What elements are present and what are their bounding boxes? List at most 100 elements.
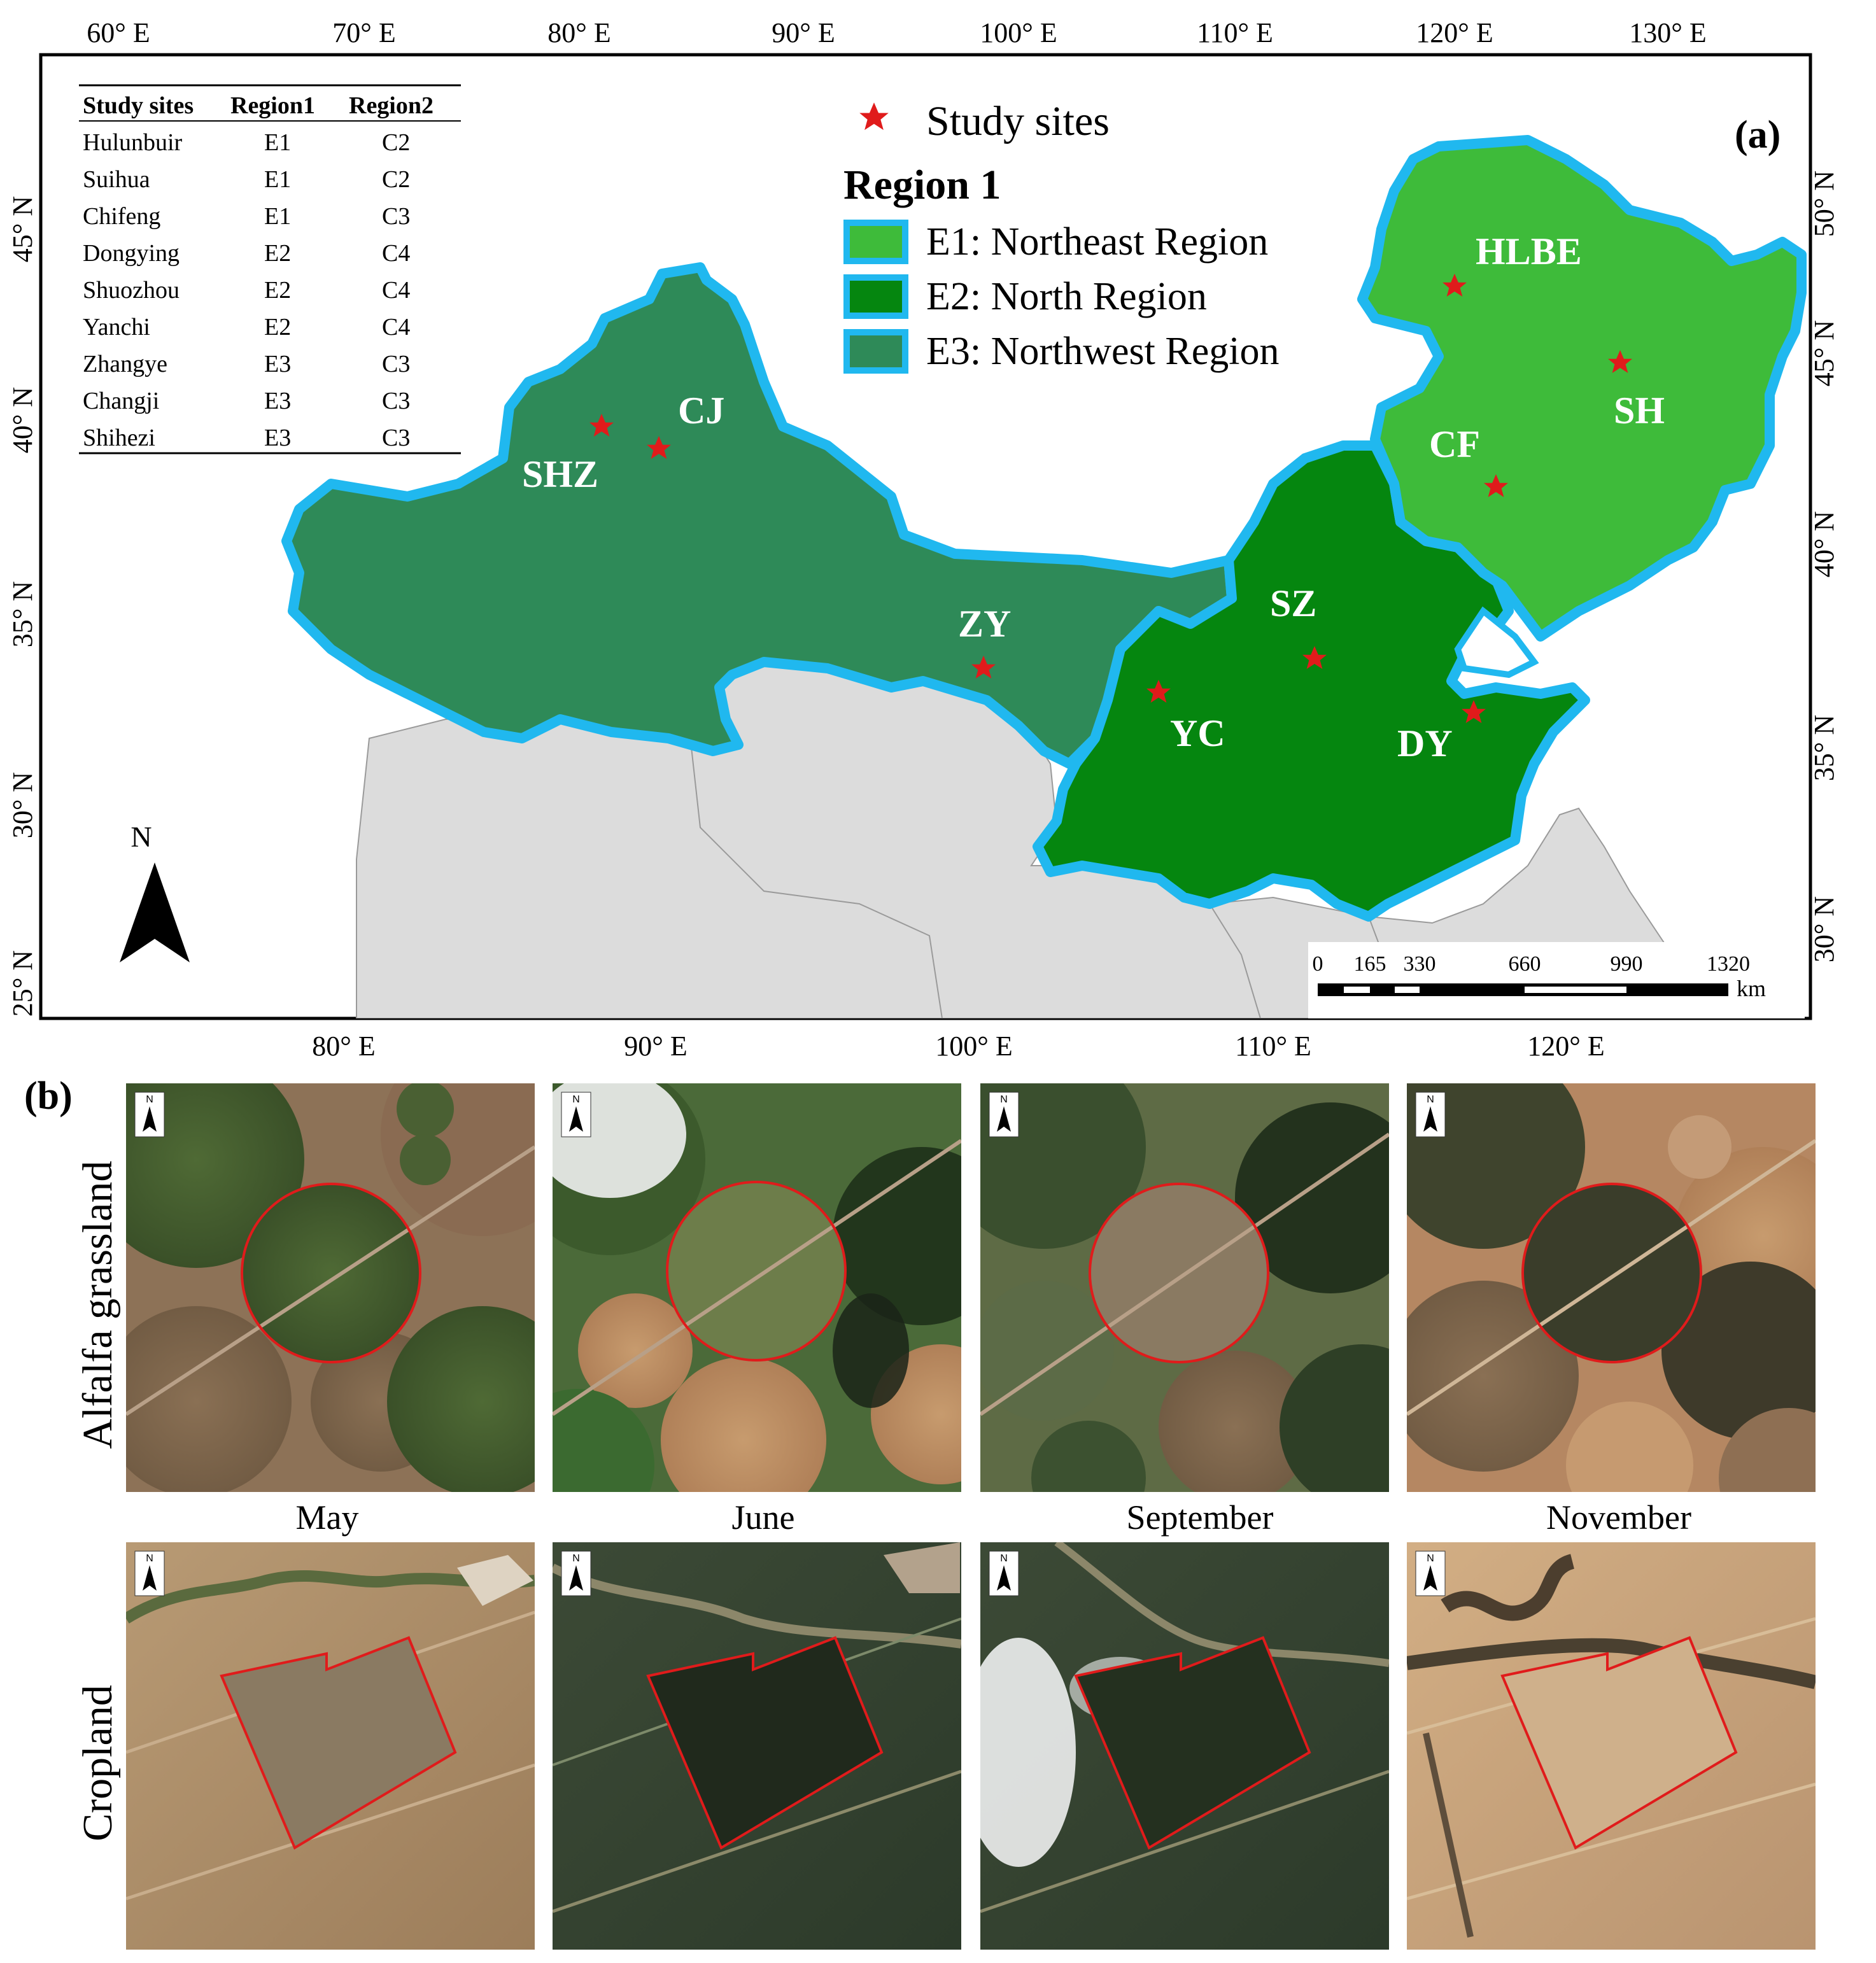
- north-arrow-icon: [1423, 1106, 1437, 1132]
- right-latitude-labels: 50° N 45° N 40° N 35° N 30° N: [1809, 171, 1840, 962]
- north-badge: N: [989, 1092, 1019, 1137]
- panel-a: HLBE SH CF CJ SHZ ZY SZ YC DY Study site…: [7, 17, 1840, 1062]
- table-cell: E1: [264, 203, 291, 230]
- table-cell: Hulunbuir: [83, 129, 183, 156]
- north-badge-label: N: [146, 1094, 153, 1105]
- latitude-label: 40° N: [1809, 511, 1840, 577]
- table-cell: E1: [264, 166, 291, 193]
- table-cell: C3: [382, 351, 410, 377]
- north-badge-label: N: [1000, 1553, 1008, 1564]
- legend-star-icon: [859, 102, 889, 130]
- north-arrow-icon: [569, 1106, 583, 1132]
- star-yc: [1146, 680, 1171, 703]
- site-label-yc: YC: [1170, 712, 1225, 754]
- scale-tick: 990: [1611, 952, 1643, 976]
- longitude-label: 80° E: [547, 17, 610, 48]
- table-cell: E3: [264, 351, 291, 377]
- latitude-label: 45° N: [1809, 320, 1840, 386]
- table-cell: E3: [264, 425, 291, 451]
- tile-north-badges: N N N N N: [134, 1092, 1446, 1596]
- latitude-label: 40° N: [7, 387, 38, 453]
- legend-study-sites: Study sites: [926, 98, 1110, 144]
- north-arrow-icon: [143, 1565, 157, 1591]
- longitude-label: 80° E: [312, 1031, 375, 1062]
- latitude-label: 50° N: [1809, 171, 1840, 237]
- site-label-cj: CJ: [678, 390, 724, 432]
- table-cell: Chifeng: [83, 203, 160, 230]
- row-label-alfalfa: Alfalfa grassland: [74, 1161, 121, 1449]
- north-badge: N: [134, 1551, 165, 1596]
- alfalfa-november-image: [1407, 1083, 1816, 1492]
- table-cell: E2: [264, 240, 291, 267]
- map-body: HLBE SH CF CJ SHZ ZY SZ YC DY Study site…: [79, 84, 1807, 1018]
- longitude-label: 110° E: [1197, 17, 1273, 48]
- site-stars: [589, 274, 1632, 723]
- scale-tick: 0: [1313, 952, 1323, 976]
- longitude-label: 70° E: [332, 17, 395, 48]
- panel-b-label: (b): [24, 1074, 73, 1118]
- alfalfa-june-image: [553, 1083, 961, 1492]
- north-arrow-icon: [569, 1565, 583, 1591]
- site-label-hlbe: HLBE: [1476, 230, 1582, 272]
- table-cell: C2: [382, 166, 410, 193]
- top-longitude-labels: 60° E 70° E 80° E 90° E 100° E 110° E 12…: [87, 17, 1706, 48]
- north-badge: N: [561, 1092, 591, 1137]
- table-header-region2: Region2: [349, 92, 434, 119]
- region-e1: [1357, 135, 1807, 642]
- scale-bar-background: [1308, 942, 1805, 1018]
- north-arrow: N: [120, 820, 190, 962]
- table-cell: E2: [264, 277, 291, 304]
- longitude-label: 110° E: [1235, 1031, 1311, 1062]
- site-label-cf: CF: [1429, 423, 1480, 465]
- star-hlbe: [1442, 274, 1467, 297]
- north-arrow-icon: [1423, 1565, 1437, 1591]
- longitude-label: 90° E: [624, 1031, 687, 1062]
- scale-bar: 0 165 330 660 990 1320 km: [1308, 942, 1805, 1018]
- cropland-may-image: [126, 1542, 535, 1950]
- table-cell: C4: [382, 277, 410, 304]
- longitude-label: 120° E: [1527, 1031, 1604, 1062]
- longitude-label: 90° E: [772, 17, 835, 48]
- scale-bar-segment: [1395, 987, 1420, 993]
- site-label-sh: SH: [1614, 390, 1665, 432]
- north-badge: N: [1415, 1551, 1446, 1596]
- row-label-cropland: Cropland: [74, 1685, 121, 1841]
- north-badge-label: N: [572, 1094, 580, 1105]
- site-label-shz: SHZ: [522, 453, 598, 495]
- star-sh: [1608, 350, 1632, 373]
- month-label-may: May: [296, 1498, 359, 1537]
- star-cf: [1484, 474, 1508, 497]
- panel-b: (b) Alfalfa grassland Cropland May June …: [24, 1074, 1816, 1950]
- table-header-region1: Region1: [230, 92, 315, 119]
- month-label-june: June: [732, 1498, 795, 1537]
- longitude-label: 120° E: [1416, 17, 1493, 48]
- star-shz: [589, 414, 614, 437]
- north-badge: N: [134, 1092, 165, 1137]
- table-cell: C3: [382, 203, 410, 230]
- legend-swatch-e1: [843, 220, 908, 264]
- north-badge-label: N: [572, 1553, 580, 1564]
- scale-tick: 660: [1509, 952, 1541, 976]
- scale-tick: 165: [1354, 952, 1386, 976]
- table-cell: Suihua: [83, 166, 150, 193]
- north-arrow-icon: [997, 1565, 1011, 1591]
- scale-tick: 330: [1404, 952, 1436, 976]
- latitude-label: 30° N: [1809, 896, 1840, 962]
- north-badge-label: N: [1427, 1094, 1434, 1105]
- latitude-label: 45° N: [7, 196, 38, 262]
- gulf: [1454, 606, 1539, 679]
- north-arrow-icon: [997, 1106, 1011, 1132]
- alfalfa-may-image: [126, 1083, 535, 1492]
- legend-label-e3: E3: Northwest Region: [926, 330, 1280, 373]
- border-line: [1209, 903, 1261, 1018]
- table-cell: E3: [264, 388, 291, 414]
- star-zy: [971, 656, 996, 679]
- site-label-sz: SZ: [1270, 582, 1316, 624]
- latitude-label: 35° N: [7, 581, 38, 647]
- month-labels: May June September November: [296, 1498, 1691, 1537]
- table-cell: E1: [264, 129, 291, 156]
- month-label-november: November: [1546, 1498, 1691, 1537]
- north-badge: N: [1415, 1092, 1446, 1137]
- star-cj: [647, 436, 671, 459]
